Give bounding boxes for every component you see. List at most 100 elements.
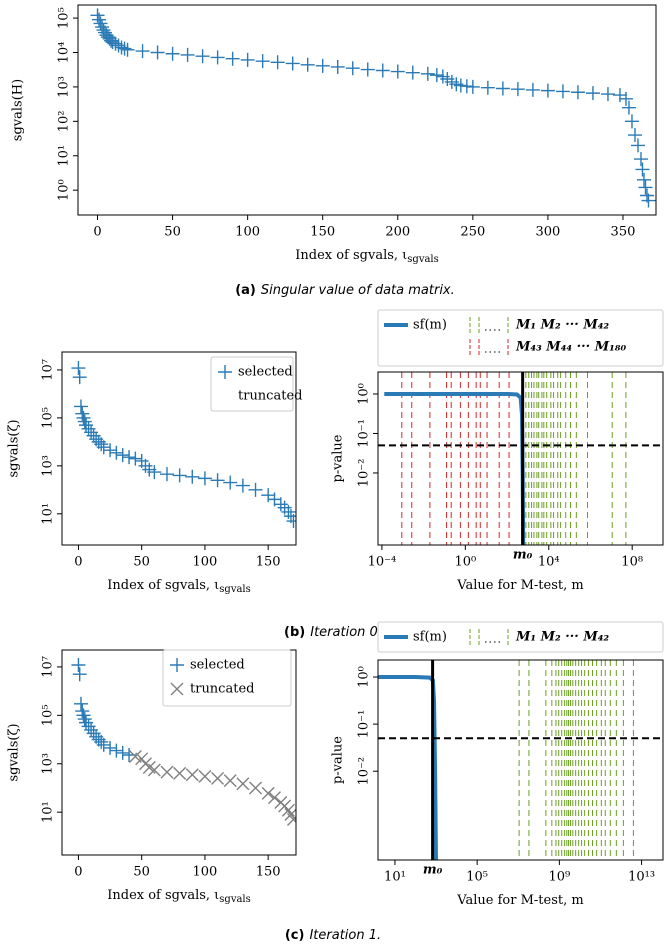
point: [211, 771, 225, 785]
x-axis-label-text: Index of sgvals, ι: [107, 578, 219, 593]
x-tick-label: 200: [385, 225, 410, 240]
caption-label: (a): [235, 283, 256, 298]
x-tick-label: 0: [93, 225, 101, 240]
point: [103, 740, 118, 755]
legend-box: [162, 649, 292, 707]
point: [405, 65, 420, 80]
x-axis-label: Value for M-test, m: [456, 578, 583, 593]
point: [76, 708, 91, 723]
point: [135, 44, 150, 59]
point: [195, 49, 210, 64]
point: [281, 803, 295, 817]
legend-box: [210, 356, 294, 412]
y-tick-label: 10⁻²: [357, 757, 372, 786]
point: [172, 468, 187, 483]
point: [73, 399, 88, 414]
point: [185, 768, 199, 782]
point: [96, 440, 111, 455]
x-tick-label: 100: [193, 555, 218, 570]
point: [71, 658, 86, 673]
y-tick-label: 10⁰: [57, 179, 72, 201]
point: [585, 86, 600, 101]
point: [96, 737, 111, 752]
point: [138, 458, 153, 473]
point: [612, 88, 627, 103]
y-tick-label: 10¹: [41, 503, 56, 525]
plot-frame: [61, 351, 297, 546]
y-tick-label: 10⁵: [41, 704, 56, 726]
plot-frame: [77, 4, 657, 216]
x-tick-label: 100: [193, 865, 218, 880]
x-axis-label-sub: sgvals: [219, 584, 250, 595]
point: [429, 68, 444, 83]
point: [286, 514, 296, 529]
point: [109, 743, 124, 758]
y-tick-label: 10⁰: [357, 383, 372, 405]
point: [641, 193, 656, 208]
y-axis-label: p-value: [331, 434, 346, 482]
point: [111, 38, 126, 53]
y-tick-label: 10⁰: [357, 666, 372, 688]
x-tick-label: 50: [133, 865, 150, 880]
legend-marker: [218, 365, 232, 379]
x-axis-label-sub: sgvals: [407, 254, 438, 265]
point: [180, 47, 195, 62]
x-tick-label: 250: [460, 225, 485, 240]
point: [76, 410, 91, 425]
point: [120, 42, 135, 57]
point: [285, 56, 300, 71]
point: [633, 152, 648, 167]
point: [150, 45, 165, 60]
plot-frame: [377, 371, 664, 546]
point: [173, 766, 187, 780]
y-tick-label: 10⁻¹: [357, 710, 372, 739]
x-tick-label: 10⁵: [466, 870, 488, 885]
plot-area: [90, 8, 656, 208]
point: [77, 712, 92, 727]
y-axis-label: sgvals(H): [11, 79, 26, 141]
point: [73, 696, 88, 711]
point: [273, 497, 288, 512]
point: [235, 478, 250, 493]
x-tick-label: 150: [256, 555, 281, 570]
x-tick-label: 0: [74, 555, 82, 570]
x-tick-label: 10⁸: [621, 555, 643, 570]
point: [638, 180, 653, 195]
point: [93, 16, 108, 31]
x-tick-label: 300: [535, 225, 560, 240]
point: [300, 57, 315, 72]
x-tick-label: 350: [611, 225, 636, 240]
point: [122, 450, 137, 465]
point: [420, 66, 435, 81]
point: [255, 54, 270, 69]
point: [115, 745, 130, 760]
legend-box: [377, 621, 664, 653]
point: [159, 467, 174, 482]
point: [223, 475, 238, 490]
point: [268, 791, 281, 805]
legend-label: M₄₃ M₄₄ ··· M₁₈₀: [515, 340, 626, 355]
point: [105, 35, 120, 50]
point: [495, 81, 510, 96]
point: [248, 482, 263, 497]
point: [360, 62, 375, 77]
point: [465, 79, 480, 94]
point: [94, 734, 109, 749]
x-axis-label: Index of sgvals, ιsgvals: [107, 888, 251, 905]
point: [210, 50, 225, 65]
point: [114, 40, 129, 55]
legend-label: sf(m): [413, 630, 447, 645]
sf-line: [384, 391, 526, 545]
y-tick-label: 10⁷: [41, 656, 56, 678]
point: [128, 451, 143, 466]
point: [635, 162, 650, 177]
caption-label: (b): [284, 625, 305, 640]
point: [621, 100, 636, 115]
point: [108, 36, 123, 51]
point: [197, 471, 212, 486]
x-tick-label: 50: [133, 555, 150, 570]
y-tick-label: 10²: [57, 110, 72, 132]
point: [223, 774, 237, 788]
point: [92, 12, 107, 27]
y-tick-label: 10⁴: [57, 42, 72, 64]
